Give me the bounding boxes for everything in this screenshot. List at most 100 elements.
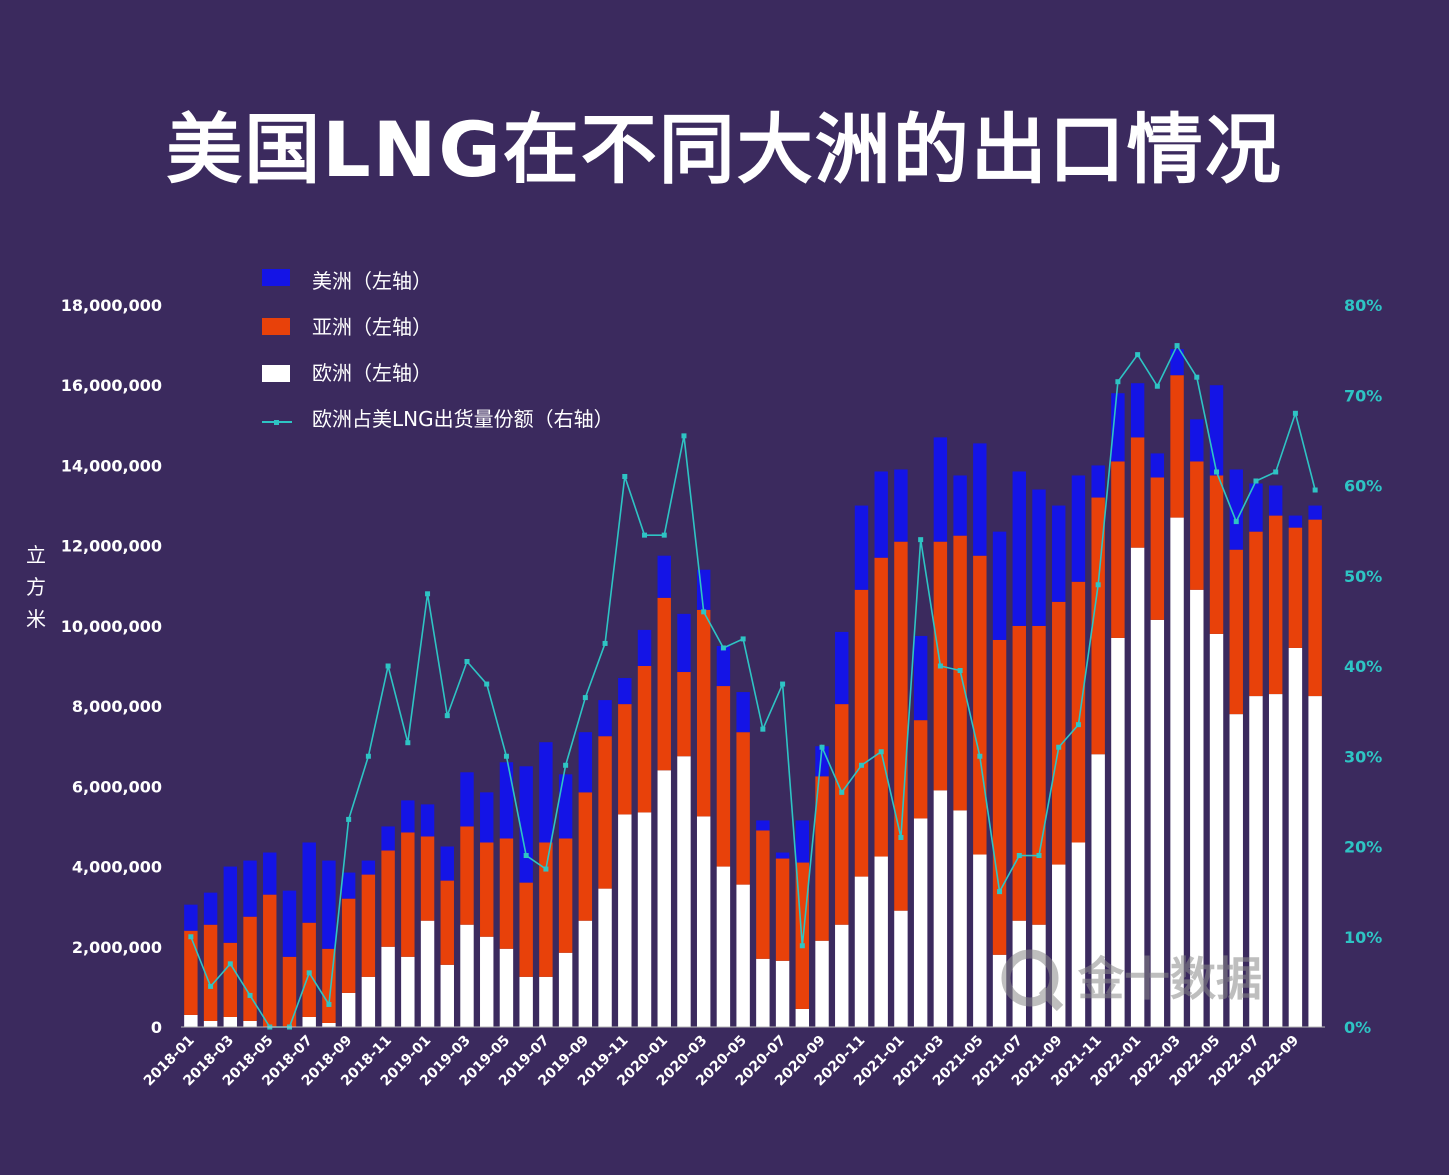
y2-tick-label: 30% — [1344, 747, 1382, 766]
share-point — [208, 983, 214, 989]
bar-asia — [420, 836, 435, 921]
bar-americas — [1091, 465, 1105, 498]
share-point — [622, 473, 628, 479]
bar-europe — [539, 976, 553, 1027]
y-tick-label: 6,000,000 — [72, 777, 162, 796]
bar-americas — [539, 742, 553, 843]
y-axis-label-char-2: 方 — [26, 575, 46, 599]
bar-asia — [1229, 549, 1243, 715]
bar-asia — [361, 874, 376, 977]
y-tick-label: 4,000,000 — [72, 858, 162, 877]
bar-americas — [835, 631, 849, 705]
bar-asia — [302, 922, 316, 1017]
bar-americas — [598, 700, 612, 737]
bar-europe — [499, 948, 514, 1027]
bar-americas — [854, 505, 869, 590]
bar-asia — [1288, 527, 1303, 648]
bar-americas — [440, 846, 454, 881]
bar-europe — [835, 924, 849, 1027]
bar-asia — [992, 639, 1007, 955]
bar-europe — [657, 770, 671, 1027]
bars-layer — [184, 349, 1322, 1027]
bar-europe — [184, 1014, 198, 1027]
y-axis-label-char-1: 立 — [26, 543, 46, 567]
share-point — [346, 816, 352, 822]
bar-americas — [243, 860, 257, 917]
share-point — [503, 753, 509, 759]
bar-americas — [736, 692, 750, 733]
bar-europe — [1150, 619, 1165, 1027]
bar-europe — [1091, 754, 1105, 1027]
share-point — [957, 668, 963, 674]
bar-europe — [637, 812, 652, 1027]
bar-americas — [1288, 515, 1303, 528]
bar-asia — [775, 858, 790, 961]
share-point — [1292, 410, 1298, 416]
bar-asia — [1012, 625, 1026, 921]
watermark-logo-tail — [1038, 986, 1064, 1012]
watermark: 金十数据 — [1001, 949, 1262, 1012]
bar-europe — [756, 958, 770, 1027]
bar-americas — [1229, 469, 1243, 550]
bar-americas — [913, 635, 928, 721]
bar-asia — [282, 956, 297, 1027]
bar-europe — [578, 920, 593, 1027]
share-point — [858, 762, 864, 768]
bar-asia — [263, 894, 277, 1027]
bar-americas — [558, 774, 573, 839]
bar-americas — [499, 762, 514, 839]
bar-europe — [618, 814, 632, 1027]
bar-europe — [302, 1016, 316, 1027]
bar-europe — [598, 888, 612, 1027]
bar-americas — [775, 852, 790, 859]
share-point — [740, 636, 746, 642]
bar-americas — [618, 678, 632, 705]
bar-asia — [913, 720, 928, 819]
legend-label-share: 欧洲占美LNG出货量份额（右轴） — [312, 407, 614, 431]
bar-europe — [874, 856, 888, 1027]
bar-europe — [401, 956, 415, 1027]
bar-asia — [1190, 461, 1204, 590]
y-tick-label: 14,000,000 — [61, 456, 162, 475]
share-point — [1174, 343, 1180, 349]
share-point — [1154, 383, 1160, 389]
share-point — [1214, 469, 1220, 475]
legend-label-americas: 美洲（左轴） — [312, 269, 432, 293]
bar-europe — [1229, 714, 1243, 1027]
bar-europe — [558, 952, 573, 1027]
bar-europe — [677, 756, 691, 1027]
bar-asia — [519, 882, 533, 977]
bar-europe — [933, 790, 948, 1027]
bar-europe — [1071, 842, 1086, 1027]
y2-tick-label: 70% — [1344, 386, 1382, 405]
bar-americas — [1012, 471, 1026, 626]
bar-americas — [1190, 419, 1204, 462]
share-point — [1233, 519, 1239, 525]
bar-europe — [480, 936, 494, 1027]
bar-americas — [992, 531, 1007, 640]
share-point — [1095, 582, 1101, 588]
share-point — [405, 740, 411, 746]
share-point — [227, 961, 233, 967]
watermark-text: 金十数据 — [1077, 952, 1262, 1006]
bar-asia — [243, 916, 257, 1021]
share-point — [720, 645, 726, 651]
chart-title: 美国LNG在不同大洲的出口情况 — [166, 105, 1283, 194]
bar-americas — [223, 866, 238, 943]
y-tick-label: 0 — [151, 1018, 162, 1037]
bar-europe — [420, 920, 435, 1027]
bar-asia — [1052, 601, 1066, 865]
y-tick-label: 18,000,000 — [61, 296, 162, 315]
bar-americas — [519, 766, 533, 883]
bar-europe — [1012, 920, 1026, 1027]
share-point — [582, 695, 588, 701]
bar-asia — [716, 686, 731, 867]
bar-europe — [815, 940, 829, 1027]
bar-americas — [420, 804, 435, 837]
share-point — [365, 753, 371, 759]
bar-americas — [657, 555, 671, 598]
share-point — [701, 609, 707, 615]
share-point — [878, 749, 884, 755]
bar-americas — [953, 475, 967, 536]
